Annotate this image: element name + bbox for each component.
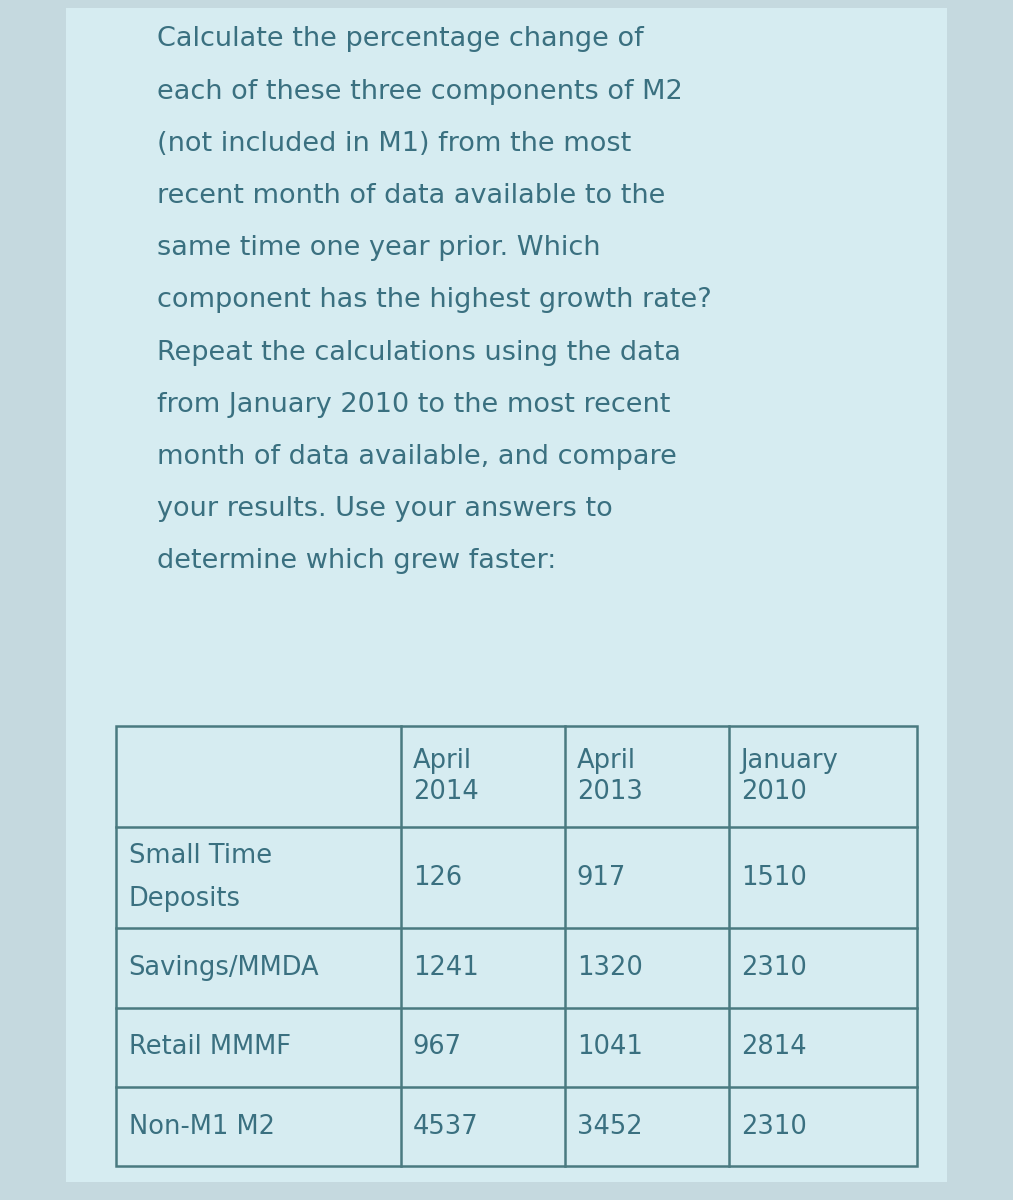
Text: April: April — [412, 748, 472, 774]
Text: 2013: 2013 — [576, 779, 642, 805]
Text: 2310: 2310 — [741, 1114, 806, 1140]
Text: April: April — [576, 748, 636, 774]
Text: 1041: 1041 — [576, 1034, 642, 1061]
Text: Repeat the calculations using the data: Repeat the calculations using the data — [157, 340, 681, 366]
Text: 917: 917 — [576, 865, 626, 890]
Text: month of data available, and compare: month of data available, and compare — [157, 444, 677, 470]
Text: determine which grew faster:: determine which grew faster: — [157, 548, 556, 575]
Text: Non-M1 M2: Non-M1 M2 — [129, 1114, 275, 1140]
Text: 3452: 3452 — [576, 1114, 642, 1140]
Text: Retail MMMF: Retail MMMF — [129, 1034, 291, 1061]
Bar — [66, 8, 947, 1182]
Text: same time one year prior. Which: same time one year prior. Which — [157, 235, 601, 262]
Text: 1241: 1241 — [412, 955, 478, 982]
Text: January: January — [741, 748, 839, 774]
Text: from January 2010 to the most recent: from January 2010 to the most recent — [157, 391, 671, 418]
Text: Deposits: Deposits — [129, 887, 241, 912]
Text: (not included in M1) from the most: (not included in M1) from the most — [157, 131, 631, 157]
Text: component has the highest growth rate?: component has the highest growth rate? — [157, 288, 712, 313]
Text: Small Time: Small Time — [129, 844, 271, 869]
Text: recent month of data available to the: recent month of data available to the — [157, 184, 666, 209]
Text: 4537: 4537 — [412, 1114, 478, 1140]
Text: 2814: 2814 — [741, 1034, 806, 1061]
Text: Calculate the percentage change of: Calculate the percentage change of — [157, 26, 643, 53]
Text: 2010: 2010 — [741, 779, 806, 805]
Text: 967: 967 — [412, 1034, 462, 1061]
Text: 126: 126 — [412, 865, 462, 890]
Text: Savings/MMDA: Savings/MMDA — [129, 955, 319, 982]
Text: 2014: 2014 — [412, 779, 478, 805]
Text: 1320: 1320 — [576, 955, 642, 982]
Text: each of these three components of M2: each of these three components of M2 — [157, 78, 683, 104]
Text: 1510: 1510 — [741, 865, 806, 890]
Text: 2310: 2310 — [741, 955, 806, 982]
Text: your results. Use your answers to: your results. Use your answers to — [157, 496, 613, 522]
Bar — [116, 726, 917, 1166]
